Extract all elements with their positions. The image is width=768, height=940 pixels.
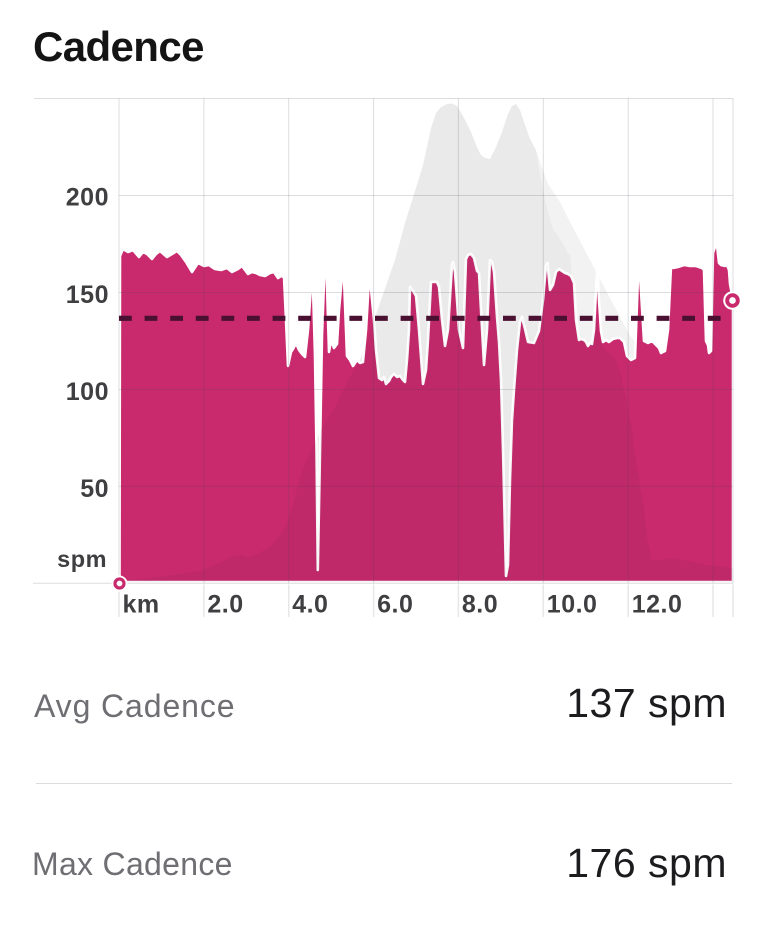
svg-text:8.0: 8.0 [462, 591, 498, 619]
svg-text:6.0: 6.0 [377, 591, 413, 619]
svg-text:4.0: 4.0 [292, 591, 328, 619]
svg-text:spm: spm [57, 546, 107, 572]
svg-text:12.0: 12.0 [632, 591, 683, 619]
svg-text:50: 50 [80, 475, 109, 503]
svg-text:10.0: 10.0 [547, 591, 598, 619]
svg-text:km: km [123, 591, 160, 619]
svg-text:150: 150 [66, 281, 109, 309]
svg-text:200: 200 [66, 184, 109, 212]
svg-text:100: 100 [66, 378, 109, 406]
svg-text:2.0: 2.0 [207, 591, 243, 619]
